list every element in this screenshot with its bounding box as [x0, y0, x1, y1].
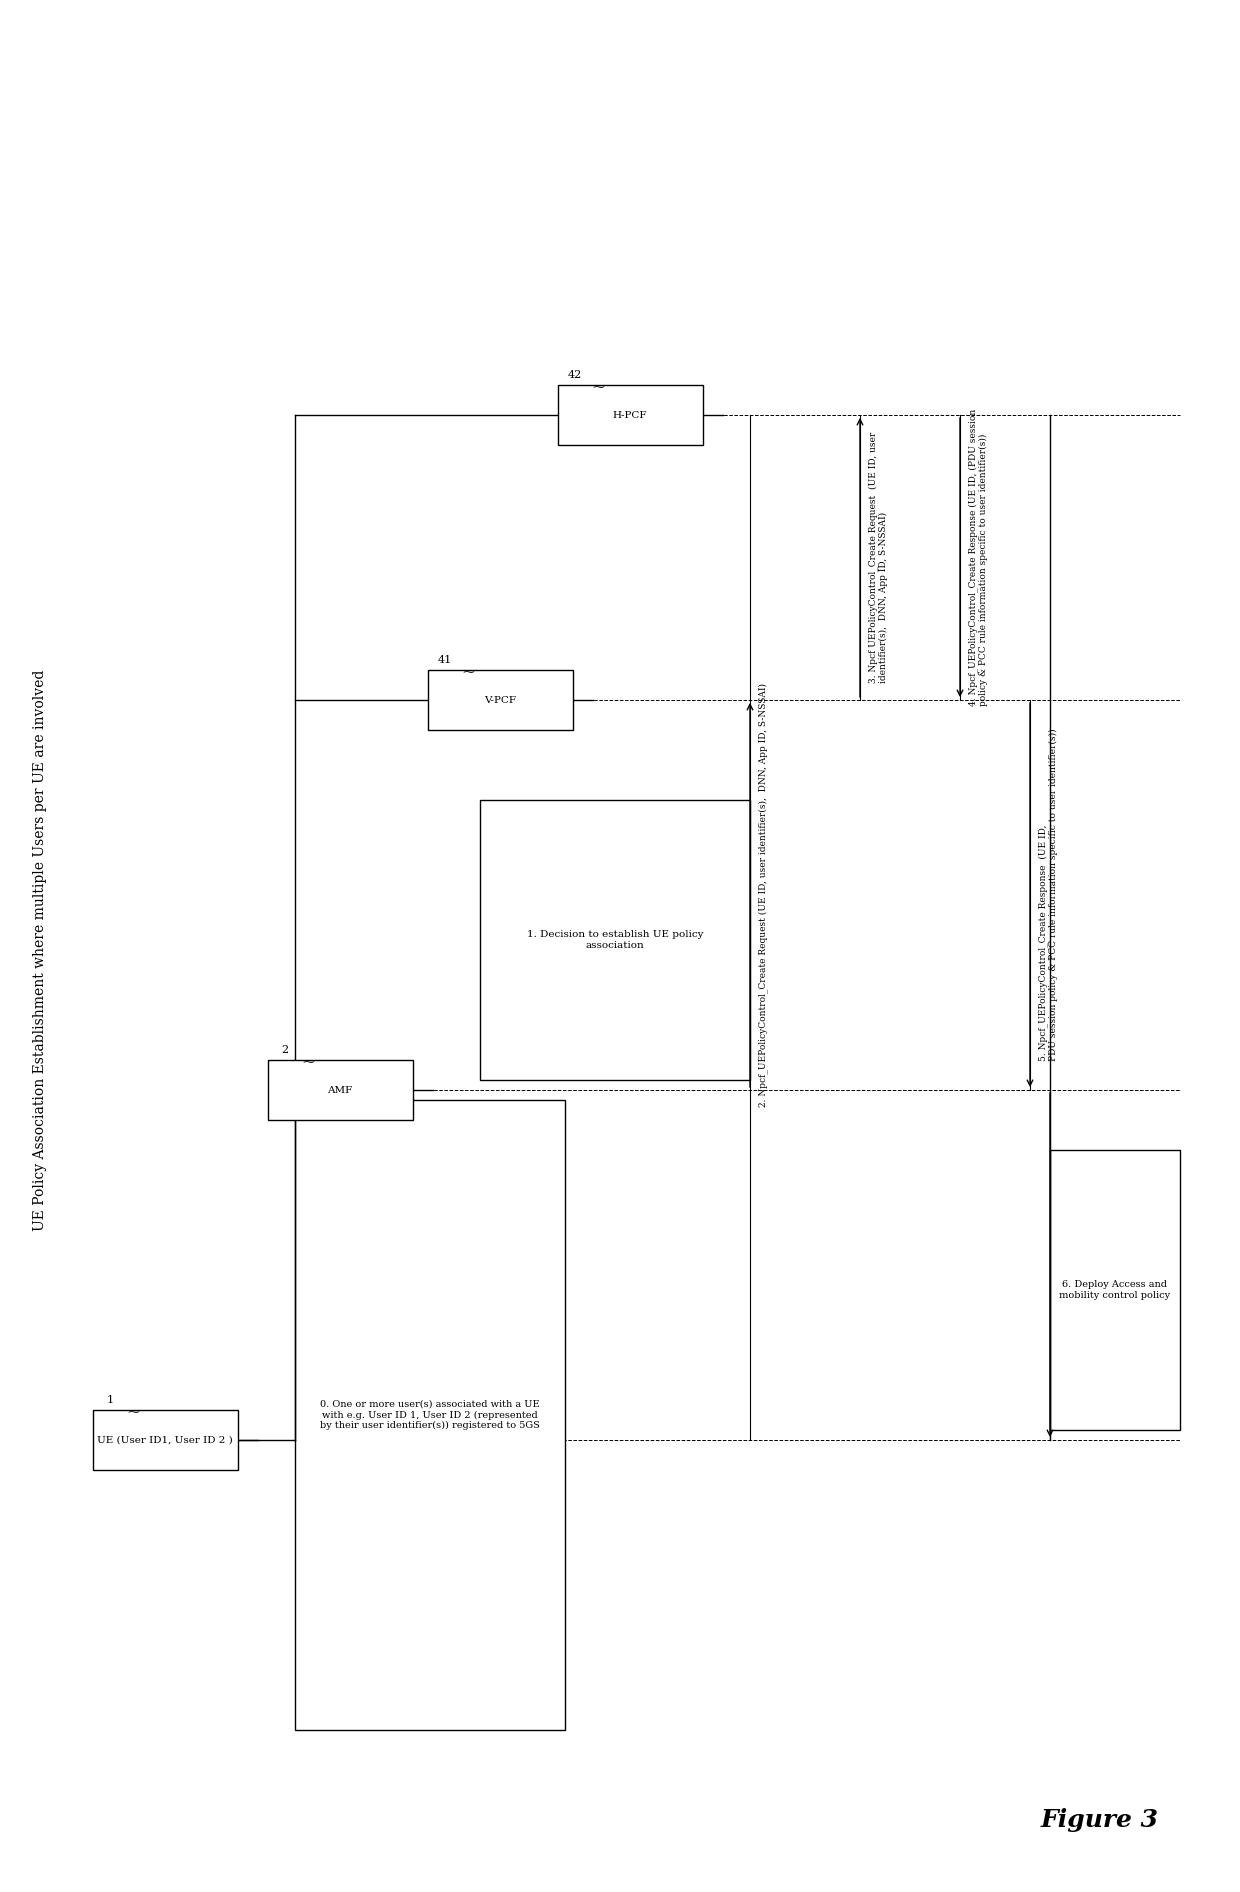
Text: H-PCF: H-PCF — [613, 411, 647, 420]
Text: 0. One or more user(s) associated with a UE
with e.g. User ID 1, User ID 2 (repr: 0. One or more user(s) associated with a… — [320, 1400, 539, 1430]
Text: ~: ~ — [591, 378, 605, 395]
Text: UE Policy Association Establishment where multiple Users per UE are involved: UE Policy Association Establishment wher… — [33, 670, 47, 1230]
Bar — [295, 1099, 565, 1729]
Text: 1. Decision to establish UE policy
association: 1. Decision to establish UE policy assoc… — [527, 931, 703, 950]
Text: 2: 2 — [281, 1044, 289, 1056]
Text: Figure 3: Figure 3 — [1042, 1809, 1159, 1831]
Text: 4. Npcf_UEPolicyControl_Create Response (UE ID, (PDU session
policy & PCC rule i: 4. Npcf_UEPolicyControl_Create Response … — [968, 409, 988, 706]
Bar — [558, 384, 703, 445]
Bar — [1050, 1150, 1180, 1430]
Text: V-PCF: V-PCF — [484, 696, 516, 704]
Text: ~: ~ — [126, 1404, 140, 1421]
Text: ~: ~ — [461, 664, 475, 681]
Bar — [93, 1410, 238, 1470]
Text: 3. Npcf UEPolicyControl_Create Request  (UE ID, user
identifier(s),  DNN, App ID: 3. Npcf UEPolicyControl_Create Request (… — [868, 431, 888, 683]
Bar — [428, 670, 573, 730]
Text: ~: ~ — [301, 1054, 315, 1071]
Bar — [268, 1060, 413, 1120]
Text: 5. Npcf_UEPolicyControl_Create Response  (UE ID,
PDU session policy & PCC rule i: 5. Npcf_UEPolicyControl_Create Response … — [1038, 728, 1059, 1061]
Text: AMF: AMF — [327, 1086, 352, 1094]
Bar — [480, 800, 750, 1080]
Text: UE (User ID1, User ID 2 ): UE (User ID1, User ID 2 ) — [97, 1436, 233, 1444]
Text: 2. Npcf_UEPolicyControl_Create Request (UE ID, user identifier(s),  DNN, App ID,: 2. Npcf_UEPolicyControl_Create Request (… — [758, 683, 768, 1107]
Text: 41: 41 — [438, 655, 453, 664]
Text: 42: 42 — [568, 371, 582, 380]
Text: 1: 1 — [107, 1394, 114, 1406]
Text: 6. Deploy Access and
mobility control policy: 6. Deploy Access and mobility control po… — [1059, 1281, 1171, 1300]
